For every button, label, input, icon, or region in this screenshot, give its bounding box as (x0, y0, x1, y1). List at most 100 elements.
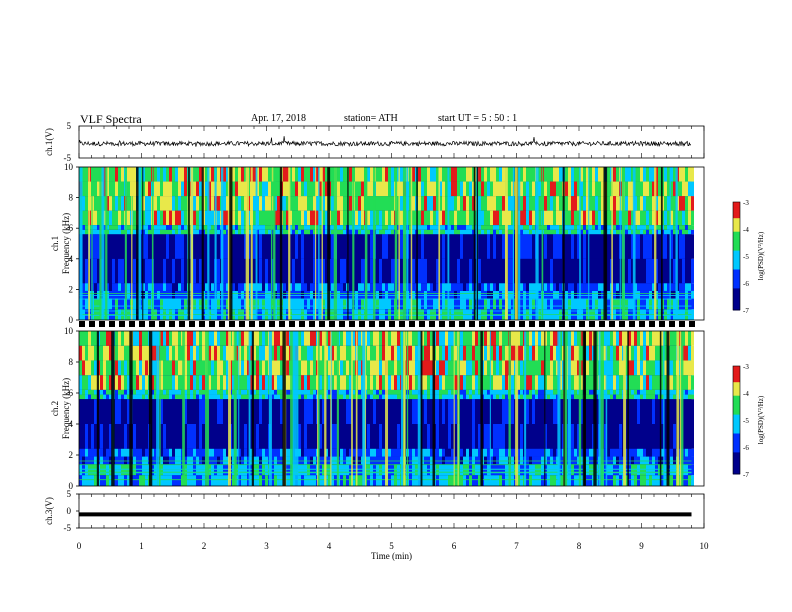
ch1-spectrogram-cell (565, 210, 568, 226)
ch2-spectrogram-cell (190, 389, 193, 395)
ch2-spectrogram-cell (643, 475, 646, 486)
ch1-spectrogram-cell (640, 298, 643, 310)
ch1-spectrogram-cell (580, 181, 583, 197)
ch1-spectrogram-cell (646, 234, 649, 259)
ch2-spectrogram-cell (496, 456, 499, 465)
ch2-spectrogram-cell (100, 399, 103, 424)
ch1-spectrogram-cell (154, 167, 157, 182)
ch2-spectrogram-cell (661, 345, 664, 361)
ch2-spectrogram-cell (163, 424, 166, 449)
ch2-spectrogram-cell (82, 448, 85, 457)
ch1-spectrogram-cell (97, 234, 100, 259)
ch1-spectrogram-cell (571, 196, 574, 211)
ch1-spectrogram-cell (196, 298, 199, 310)
ch2-spectrogram-cell (580, 448, 583, 457)
ch1-spectrogram-cell (262, 290, 265, 299)
ch2-spectrogram-cell (460, 345, 463, 361)
ch1-spectrogram-cell (217, 196, 220, 211)
ch1-spectrogram-vertical-stripe (660, 167, 663, 320)
ch2-spectrogram-cell (340, 389, 343, 395)
ch2-spectrogram-cell (247, 394, 250, 400)
ch1-spectrogram-cell (307, 298, 310, 310)
ch1-spectrogram-cell (424, 258, 427, 284)
ch1-spectrogram-cell (313, 181, 316, 197)
ch2-spectrogram-cell (478, 375, 481, 390)
ch2-spectrogram-cell (79, 360, 82, 376)
ch1-spectrogram-cell (547, 298, 550, 310)
ch1-spectrogram-cell (442, 229, 445, 235)
ch2-spectrogram-cell (304, 389, 307, 395)
ch2-spectrogram-cell (574, 475, 577, 486)
ch2-spectrogram-cell (172, 331, 175, 346)
ch2-spectrogram-cell (538, 345, 541, 361)
ch1-spectrogram-cell (262, 258, 265, 284)
ch2-spectrogram-cell (628, 360, 631, 376)
ch1-spectrogram-cell (526, 196, 529, 211)
ch1-spectrogram-cell (586, 181, 589, 197)
ch1-spectrogram-cell (154, 258, 157, 284)
ch2-spectrogram-cell (532, 394, 535, 400)
ch1-spectrogram-cell (319, 290, 322, 299)
ch1-spectrogram-cell (454, 181, 457, 197)
ch1-waveform-line (78, 136, 692, 148)
ch2-spectrogram-cell (214, 375, 217, 390)
ch2-spectrogram-cell (127, 331, 130, 346)
ch2-spectrogram-cell (175, 394, 178, 400)
ch1-spectrogram-cell (244, 167, 247, 182)
ch1-spectrogram-cell (253, 225, 256, 230)
ch1-spectrogram-cell (502, 290, 505, 299)
ch1-spectrogram-cell (142, 167, 145, 182)
ch1-spectrogram-cell (466, 181, 469, 197)
ch1-spectrogram-colorbar-tick-label: -3 (743, 199, 749, 207)
ch1-spectrogram-cell (223, 167, 226, 182)
ch2-spectrogram-cell (151, 389, 154, 395)
ch2-spectrogram-cell (529, 375, 532, 390)
ch2-spectrogram-cell (499, 448, 502, 457)
ch1-spectrogram-cell (217, 283, 220, 291)
ch1-spectrogram-cell (382, 290, 385, 299)
ch1-spectrogram-cell (493, 234, 496, 259)
ch2-spectrogram-cell (436, 424, 439, 449)
ch1-spectrogram-cell (208, 210, 211, 226)
ch1-spectrogram-colorbar-cell (733, 237, 740, 241)
ch2-spectrogram-cell (577, 331, 580, 346)
ch2-spectrogram-cell (190, 375, 193, 390)
ch2-spectrogram-cell (487, 424, 490, 449)
ch2-spectrogram-cell (133, 475, 136, 486)
ch1-spectrogram-cell (478, 210, 481, 226)
ch2-spectrogram-cell (625, 475, 628, 486)
ch2-spectrogram-cell (553, 394, 556, 400)
ch2-spectrogram-cell (277, 399, 280, 424)
ch1-spectrogram-cell (625, 258, 628, 284)
ch2-spectrogram-cell (409, 399, 412, 424)
ch2-spectrogram-cell (226, 448, 229, 457)
ch2-spectrogram-cell (439, 448, 442, 457)
ch1-spectrogram-cell (496, 290, 499, 299)
ch2-spectrogram-cell (211, 448, 214, 457)
ch1-spectrogram-cell (217, 181, 220, 197)
ch1-spectrogram-cell (241, 258, 244, 284)
ch2-spectrogram-cell (232, 375, 235, 390)
ch1-spectrogram-cell (340, 181, 343, 197)
ch1-spectrogram-cell (526, 167, 529, 182)
ch1-spectrogram-cell (637, 229, 640, 235)
ch2-spectrogram-cell (217, 399, 220, 424)
ch1-spectrogram-cell (379, 234, 382, 259)
ch1-spectrogram-cell (301, 167, 304, 182)
ch2-spectrogram-cell (226, 475, 229, 486)
ch1-spectrogram-colorbar-cell (733, 283, 740, 287)
ch2-spectrogram-cell (145, 345, 148, 361)
ch2-spectrogram-cell (415, 375, 418, 390)
ch2-spectrogram-cell (193, 399, 196, 424)
ch1-spectrogram-cell (646, 258, 649, 284)
ch2-spectrogram-cell (553, 331, 556, 346)
ch2-spectrogram-cell (643, 331, 646, 346)
ch2-spectrogram-cell (388, 360, 391, 376)
ch2-spectrogram-cell (238, 456, 241, 465)
ch2-spectrogram-cell (604, 345, 607, 361)
ch2-spectrogram-cell (388, 399, 391, 424)
ch1-spectrogram-vertical-stripe (611, 167, 613, 320)
ch1-spectrogram-cell (265, 225, 268, 230)
ch2-spectrogram-cell (139, 331, 142, 346)
ch2-spectrogram-cell (430, 424, 433, 449)
